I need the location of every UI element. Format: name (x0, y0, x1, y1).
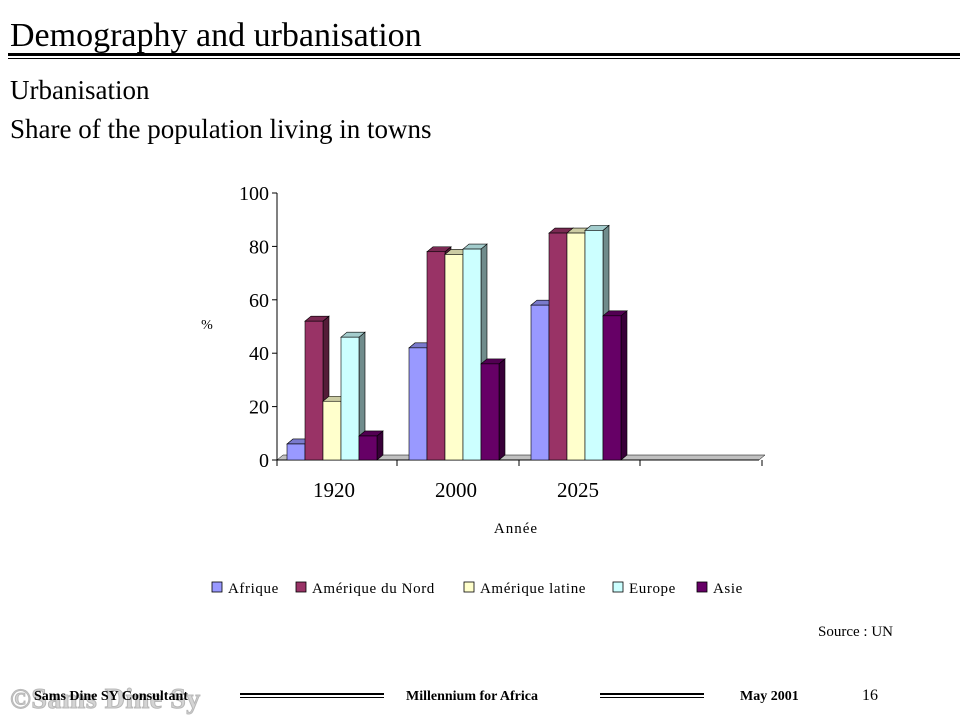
y-tick-label: 60 (249, 290, 269, 312)
legend-label: Europe (629, 581, 676, 597)
bar (584, 230, 604, 461)
bar (462, 248, 482, 461)
bar (304, 320, 324, 461)
footer-consultant: Sams Dine SY Consultant (34, 689, 188, 704)
legend-swatch (463, 581, 475, 593)
heading-urbanisation: Urbanisation (10, 75, 150, 105)
x-axis-title: Année (494, 521, 538, 537)
bar (530, 304, 550, 461)
footer-rule-left (240, 693, 384, 698)
legend-swatch (295, 581, 307, 593)
x-tick-label: 2000 (435, 478, 477, 502)
bar (286, 443, 306, 461)
bar (602, 315, 622, 461)
bar (548, 232, 568, 461)
legend-label: Amérique latine (480, 581, 586, 597)
heading-share-of-population: Share of the population living in towns (10, 114, 432, 144)
source-note: Source : UN (818, 624, 893, 640)
legend-label: Afrique (228, 581, 279, 597)
bar (566, 232, 586, 461)
bar (358, 435, 378, 461)
title-underline-thin (8, 58, 960, 59)
footer-program: Millennium for Africa (406, 689, 538, 704)
title-underline (8, 53, 960, 56)
copyright-watermark: ©Sams Dine Sy (10, 684, 201, 716)
bar (480, 363, 500, 461)
x-tick-label: 2025 (557, 478, 599, 502)
bar (426, 251, 446, 461)
bar-side (620, 310, 628, 461)
footer-date: May 2001 (740, 689, 799, 704)
y-tick-label: 80 (249, 236, 269, 258)
bar (408, 347, 428, 461)
y-tick-label: 20 (249, 397, 269, 419)
bar (444, 254, 464, 461)
slide-title: Demography and urbanisation (10, 17, 422, 54)
y-tick-label: 100 (239, 183, 269, 205)
legend-swatch (696, 581, 708, 593)
footer-rule-right (600, 693, 704, 698)
bar-side (498, 358, 506, 461)
page-number: 16 (862, 687, 878, 704)
y-tick-label: 40 (249, 343, 269, 365)
x-tick-label: 1920 (313, 478, 355, 502)
y-tick-label: 0 (259, 450, 269, 472)
bar (340, 336, 360, 461)
legend-label: Asie (713, 581, 743, 597)
y-axis-title: % (201, 318, 213, 333)
legend-swatch (612, 581, 624, 593)
legend-swatch (211, 581, 223, 593)
legend-label: Amérique du Nord (312, 581, 435, 597)
bar (322, 400, 342, 461)
